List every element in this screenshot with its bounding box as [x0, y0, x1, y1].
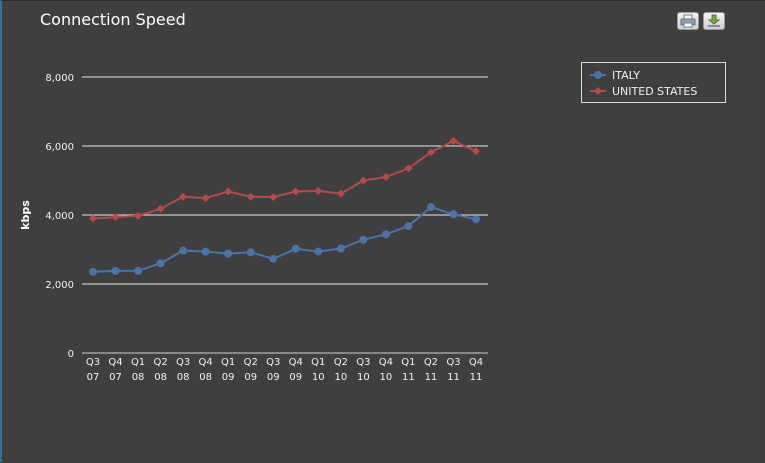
data-point[interactable] — [179, 192, 188, 201]
x-tick-label-quarter: Q1 — [311, 357, 325, 368]
series-line — [92, 205, 477, 273]
x-tick-label-quarter: Q2 — [424, 357, 438, 368]
data-point[interactable] — [472, 147, 480, 156]
y-axis-ticks: 0 2,000 4,000 6,000 8,000 — [45, 73, 74, 360]
printer-icon — [680, 14, 696, 28]
data-point[interactable] — [381, 230, 390, 239]
x-tick-label-quarter: Q3 — [266, 357, 280, 368]
x-tick-label-year: 11 — [470, 372, 483, 383]
y-tick-label: 8,000 — [45, 73, 74, 84]
legend-label-italy: ITALY — [612, 68, 641, 82]
data-point[interactable] — [89, 267, 97, 276]
y-tick-label: 2,000 — [45, 280, 74, 291]
data-point[interactable] — [246, 192, 255, 201]
data-point[interactable] — [426, 148, 435, 157]
data-point[interactable] — [359, 176, 368, 185]
series-line — [92, 139, 477, 220]
data-point[interactable] — [246, 248, 255, 257]
data-point[interactable] — [269, 193, 278, 202]
y-tick-label: 4,000 — [45, 211, 74, 222]
data-point[interactable] — [111, 213, 120, 222]
x-tick-label-quarter: Q2 — [153, 357, 167, 368]
data-point[interactable] — [111, 266, 120, 275]
data-point[interactable] — [224, 187, 233, 196]
data-point[interactable] — [404, 222, 413, 231]
x-tick-label-quarter: Q4 — [469, 357, 483, 368]
x-tick-label-year: 10 — [334, 372, 347, 383]
x-tick-label-year: 08 — [199, 372, 212, 383]
x-tick-label-year: 10 — [357, 372, 370, 383]
x-tick-label-quarter: Q3 — [86, 357, 100, 368]
data-point[interactable] — [359, 235, 368, 244]
x-tick-label-quarter: Q1 — [401, 357, 415, 368]
series-united-states — [89, 136, 480, 223]
data-point[interactable] — [404, 164, 413, 173]
data-point[interactable] — [201, 247, 210, 256]
chart-title: Connection Speed — [40, 10, 186, 29]
data-point[interactable] — [381, 173, 390, 182]
x-tick-label-quarter: Q3 — [446, 357, 460, 368]
download-icon — [707, 14, 721, 27]
circle-marker-icon — [590, 71, 606, 79]
export-button[interactable] — [703, 12, 725, 30]
x-tick-label-year: 09 — [289, 372, 302, 383]
data-point[interactable] — [134, 266, 143, 275]
series-italy — [89, 203, 480, 276]
data-point[interactable] — [291, 244, 300, 253]
x-tick-label-year: 08 — [132, 372, 145, 383]
x-tick-label-quarter: Q4 — [379, 357, 393, 368]
data-point[interactable] — [201, 194, 210, 203]
x-tick-label-year: 11 — [447, 372, 460, 383]
data-point[interactable] — [291, 187, 300, 196]
data-point[interactable] — [314, 186, 323, 195]
x-tick-label-year: 09 — [244, 372, 257, 383]
legend: ITALY UNITED STATES — [581, 62, 726, 103]
data-point[interactable] — [314, 247, 323, 256]
y-tick-label: 6,000 — [45, 142, 74, 153]
data-point[interactable] — [156, 259, 165, 268]
data-point[interactable] — [426, 203, 435, 212]
x-tick-label-quarter: Q2 — [244, 357, 258, 368]
x-tick-label-quarter: Q1 — [131, 357, 145, 368]
print-button[interactable] — [677, 12, 699, 30]
x-tick-label-year: 09 — [222, 372, 235, 383]
data-point[interactable] — [134, 211, 143, 220]
x-tick-label-year: 11 — [402, 372, 415, 383]
data-point[interactable] — [336, 189, 345, 198]
x-tick-label-quarter: Q4 — [289, 357, 303, 368]
y-tick-label: 0 — [68, 349, 74, 360]
data-point[interactable] — [449, 210, 458, 219]
x-tick-label-year: 10 — [380, 372, 393, 383]
x-tick-label-quarter: Q4 — [199, 357, 213, 368]
data-point[interactable] — [89, 214, 97, 223]
data-point[interactable] — [269, 254, 278, 263]
data-point[interactable] — [336, 244, 345, 253]
data-point[interactable] — [156, 204, 165, 213]
x-tick-label-year: 10 — [312, 372, 325, 383]
x-axis: Q3 07 Q4 07 Q1 08 Q2 08 Q3 08 Q4 08 Q1 09 Q2 09 Q3 09 Q4 09… — [82, 352, 488, 383]
x-tick-label-quarter: Q3 — [356, 357, 370, 368]
x-tick-label-quarter: Q3 — [176, 357, 190, 368]
x-tick-label-quarter: Q1 — [221, 357, 235, 368]
data-point[interactable] — [449, 136, 458, 145]
x-tick-label-year: 08 — [177, 372, 190, 383]
x-tick-label-year: 07 — [87, 372, 100, 383]
diamond-marker-icon — [590, 87, 606, 95]
x-tick-label-year: 08 — [154, 372, 167, 383]
data-point[interactable] — [472, 215, 480, 224]
x-tick-label-year: 07 — [109, 372, 122, 383]
y-axis-label: kbps — [19, 200, 32, 230]
data-point[interactable] — [179, 246, 188, 255]
x-tick-label-quarter: Q4 — [108, 357, 122, 368]
legend-label-united-states: UNITED STATES — [612, 84, 698, 98]
x-tick-label-year: 11 — [425, 372, 438, 383]
x-tick-label-quarter: Q2 — [334, 357, 348, 368]
data-point[interactable] — [224, 249, 233, 258]
legend-item-united-states[interactable]: UNITED STATES — [588, 83, 697, 99]
series-layer — [89, 136, 480, 276]
legend-item-italy[interactable]: ITALY — [588, 67, 640, 83]
x-tick-label-year: 09 — [267, 372, 280, 383]
